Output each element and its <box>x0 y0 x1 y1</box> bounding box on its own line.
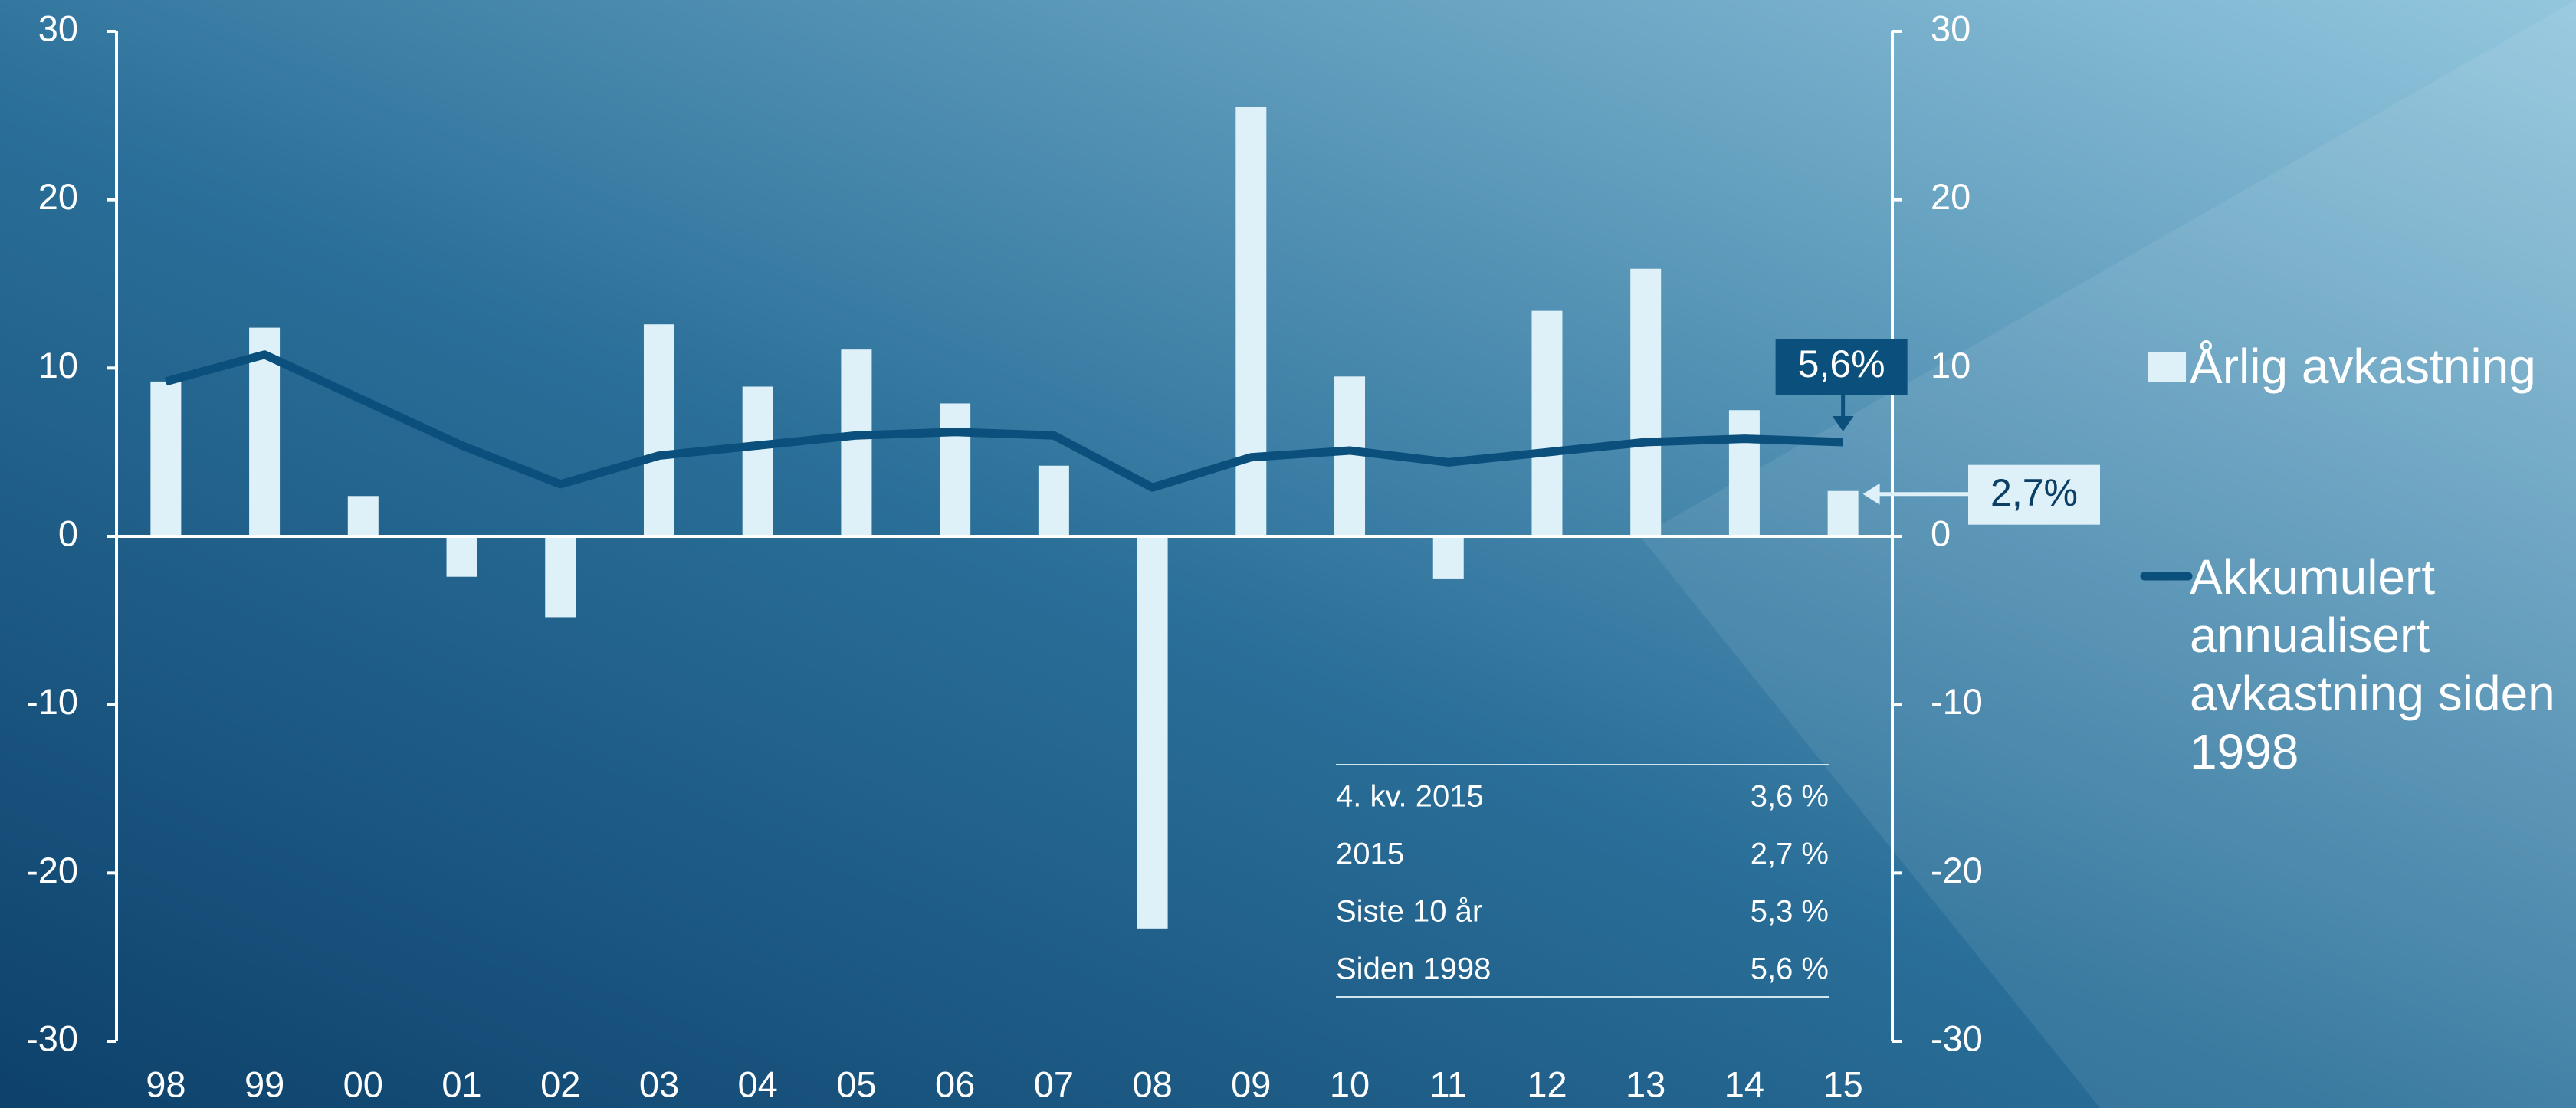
y2-tick-label: 30 <box>1931 8 1971 48</box>
annotation-box <box>1968 464 2100 525</box>
x-tick-label: 98 <box>146 1064 185 1104</box>
bar <box>1827 490 1859 536</box>
x-tick-label: 12 <box>1527 1064 1567 1104</box>
bar <box>1531 310 1563 536</box>
x-tick-label: 00 <box>343 1064 383 1104</box>
table-value: 5,6 % <box>1751 952 1829 986</box>
y-tick-label: 10 <box>38 345 78 385</box>
bar <box>545 536 576 618</box>
table-value: 5,3 % <box>1751 895 1829 929</box>
bar <box>1137 536 1168 929</box>
y-tick-label: -20 <box>26 850 78 890</box>
y-tick-label: -10 <box>26 681 78 722</box>
bar <box>1630 268 1662 536</box>
y2-tick-label: -30 <box>1931 1018 1983 1058</box>
bar <box>742 386 773 536</box>
annotation-arrowhead <box>1832 415 1854 431</box>
legend-label: Akkumulert annualisert avkastning siden … <box>2190 549 2555 779</box>
x-tick-label: 05 <box>836 1064 876 1104</box>
x-tick-label: 09 <box>1231 1064 1271 1104</box>
table-value: 2,7 % <box>1751 838 1829 871</box>
x-tick-label: 03 <box>639 1064 679 1104</box>
bar <box>1728 410 1760 536</box>
bar <box>841 349 872 536</box>
table-label: Siste 10 år <box>1336 895 1482 929</box>
y2-tick-label: 0 <box>1931 513 1951 553</box>
annotation: 2,7% <box>1990 471 2078 514</box>
x-tick-label: 06 <box>935 1064 975 1104</box>
x-tick-label: 02 <box>540 1064 580 1104</box>
annotation-box <box>1775 338 1908 395</box>
bar <box>446 536 477 577</box>
legend-label: Årlig avkastning <box>2190 339 2536 394</box>
background-shape <box>1640 0 2576 1108</box>
bar <box>347 496 379 536</box>
bar <box>1432 536 1464 579</box>
y2-tick-label: 10 <box>1931 345 1971 385</box>
y-tick-label: 30 <box>38 8 78 48</box>
x-tick-label: 04 <box>738 1064 778 1104</box>
legend-entry: Årlig avkastning <box>2190 339 2536 394</box>
annotation: 5,6% <box>1798 343 1885 385</box>
bar <box>1235 107 1267 537</box>
table-label: 2015 <box>1336 838 1404 871</box>
bar <box>643 324 674 536</box>
x-tick-label: 15 <box>1823 1064 1862 1104</box>
y2-tick-label: -10 <box>1931 681 1983 722</box>
legend-swatch <box>2148 352 2186 382</box>
legend-entry: Akkumulert annualisert avkastning siden … <box>2190 549 2555 779</box>
y-tick-label: 0 <box>58 513 78 553</box>
x-tick-label: 01 <box>441 1064 481 1104</box>
bar <box>150 381 182 536</box>
bar <box>1038 465 1069 536</box>
bar <box>940 403 971 536</box>
y-tick-label: -30 <box>26 1018 78 1058</box>
y2-tick-label: -20 <box>1931 850 1983 890</box>
table-label: Siden 1998 <box>1336 952 1491 986</box>
line-series <box>164 350 1843 492</box>
annotation-arrowhead <box>1862 483 1880 505</box>
bar <box>1334 376 1366 536</box>
x-tick-label: 14 <box>1724 1064 1764 1104</box>
y-tick-label: 20 <box>38 176 78 217</box>
x-tick-label: 13 <box>1626 1064 1665 1104</box>
x-tick-label: 10 <box>1330 1064 1370 1104</box>
x-tick-label: 08 <box>1132 1064 1172 1104</box>
table-value: 3,6 % <box>1751 780 1829 814</box>
x-tick-label: 99 <box>244 1064 284 1104</box>
x-tick-label: 11 <box>1429 1064 1467 1104</box>
x-tick-label: 07 <box>1034 1064 1074 1104</box>
y2-tick-label: 20 <box>1931 176 1971 217</box>
table-label: 4. kv. 2015 <box>1336 780 1484 814</box>
